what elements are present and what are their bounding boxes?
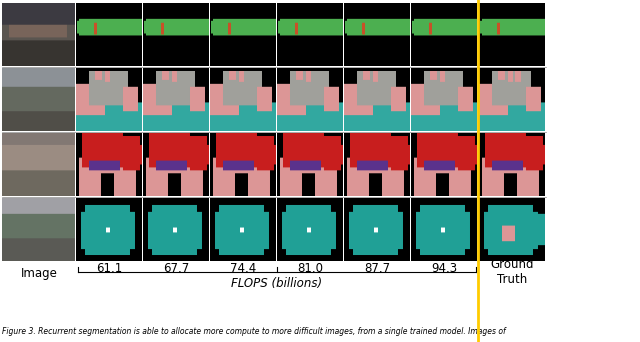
Text: 67.7: 67.7 xyxy=(163,263,189,276)
Text: FLOPS (billions): FLOPS (billions) xyxy=(232,277,323,290)
Text: 94.3: 94.3 xyxy=(431,263,458,276)
Text: Figure 3. Recurrent segmentation is able to allocate more compute to more diffic: Figure 3. Recurrent segmentation is able… xyxy=(2,328,506,337)
Text: 74.4: 74.4 xyxy=(230,263,257,276)
Text: Ground
Truth: Ground Truth xyxy=(490,258,534,286)
Text: 61.1: 61.1 xyxy=(97,263,123,276)
Text: Image: Image xyxy=(20,267,58,280)
Text: 87.7: 87.7 xyxy=(364,263,390,276)
Text: 81.0: 81.0 xyxy=(298,263,323,276)
